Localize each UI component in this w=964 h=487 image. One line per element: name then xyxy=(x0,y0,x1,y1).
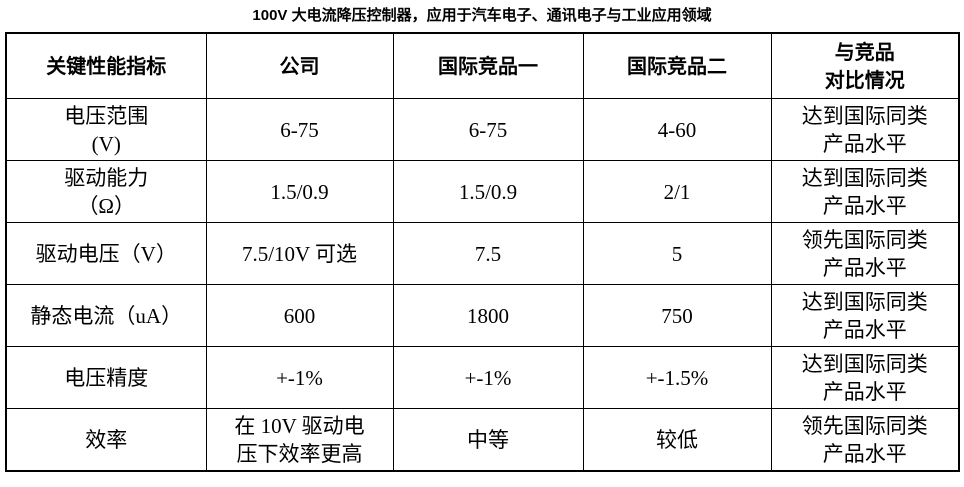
table-cell: 驱动能力 （Ω） xyxy=(5,160,207,223)
table-row: 驱动能力 （Ω） 1.5/0.9 1.5/0.9 2/1 达到国际同类 产品水平 xyxy=(5,160,960,223)
table-cell: 1800 xyxy=(392,284,584,347)
table-cell: 静态电流（uA） xyxy=(5,284,207,347)
table-cell: 1.5/0.9 xyxy=(205,160,394,223)
table-cell: 达到国际同类 产品水平 xyxy=(770,98,960,161)
table-cell: 达到国际同类 产品水平 xyxy=(770,284,960,347)
table-cell: 达到国际同类 产品水平 xyxy=(770,160,960,223)
table-cell: +-1% xyxy=(392,346,584,409)
table-cell: 效率 xyxy=(5,408,207,472)
column-header: 国际竞品一 xyxy=(392,32,584,99)
table-cell: 6-75 xyxy=(392,98,584,161)
table-row: 静态电流（uA） 600 1800 750 达到国际同类 产品水平 xyxy=(5,284,960,347)
table-cell: 750 xyxy=(582,284,772,347)
column-header: 国际竞品二 xyxy=(582,32,772,99)
table-row: 电压精度 +-1% +-1% +-1.5% 达到国际同类 产品水平 xyxy=(5,346,960,409)
table-cell: +-1% xyxy=(205,346,394,409)
table-cell: 达到国际同类 产品水平 xyxy=(770,346,960,409)
table-cell: 2/1 xyxy=(582,160,772,223)
table-cell: +-1.5% xyxy=(582,346,772,409)
table-cell: 驱动电压（V） xyxy=(5,222,207,285)
table-cell: 7.5 xyxy=(392,222,584,285)
table-cell: 7.5/10V 可选 xyxy=(205,222,394,285)
table-cell: 在 10V 驱动电 压下效率更高 xyxy=(205,408,394,472)
table-title: 100V 大电流降压控制器，应用于汽车电子、通讯电子与工业应用领域 xyxy=(252,7,712,24)
table-cell: 电压精度 xyxy=(5,346,207,409)
table-cell: 电压范围 (V) xyxy=(5,98,207,161)
column-header: 与竞品 对比情况 xyxy=(770,32,960,99)
table-cell: 中等 xyxy=(392,408,584,472)
column-header: 关键性能指标 xyxy=(5,32,207,99)
table-row: 电压范围 (V) 6-75 6-75 4-60 达到国际同类 产品水平 xyxy=(5,98,960,161)
table-cell: 6-75 xyxy=(205,98,394,161)
table-row: 驱动电压（V） 7.5/10V 可选 7.5 5 领先国际同类 产品水平 xyxy=(5,222,960,285)
table-cell: 领先国际同类 产品水平 xyxy=(770,408,960,472)
header-row: 关键性能指标 公司 国际竞品一 国际竞品二 与竞品 对比情况 xyxy=(5,32,960,99)
comparison-table: 关键性能指标 公司 国际竞品一 国际竞品二 与竞品 对比情况 电压范围 (V) 6-75 6-… xyxy=(5,32,960,472)
table-cell: 600 xyxy=(205,284,394,347)
table-cell: 领先国际同类 产品水平 xyxy=(770,222,960,285)
table-cell: 4-60 xyxy=(582,98,772,161)
table-cell: 较低 xyxy=(582,408,772,472)
column-header: 公司 xyxy=(205,32,394,99)
table-cell: 1.5/0.9 xyxy=(392,160,584,223)
table-cell: 5 xyxy=(582,222,772,285)
table-row: 效率在 10V 驱动电 压下效率更高 中等 较低 领先国际同类 产品水平 xyxy=(5,408,960,472)
